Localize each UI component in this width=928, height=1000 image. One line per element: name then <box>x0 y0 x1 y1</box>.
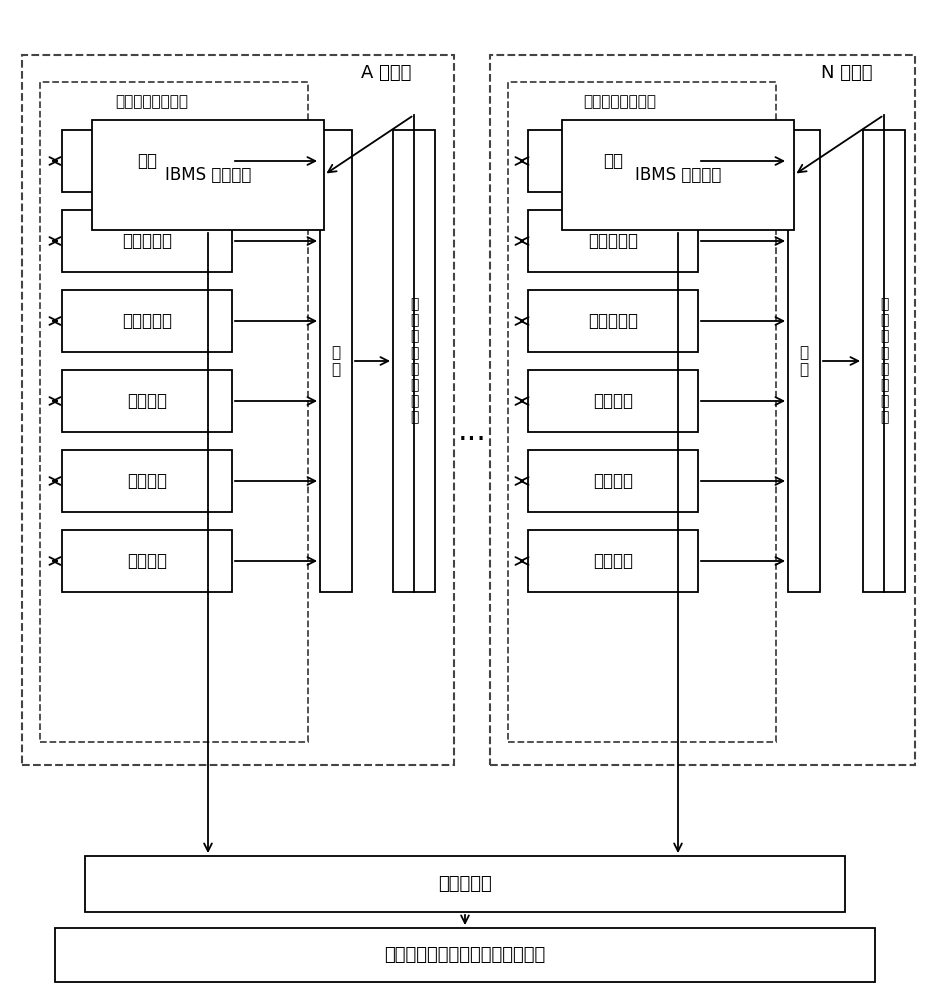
Bar <box>393 130 434 592</box>
Text: 建筑物内数据采集: 建筑物内数据采集 <box>115 95 187 109</box>
Bar <box>92 120 324 230</box>
Text: IBMS 管理平台: IBMS 管理平台 <box>634 166 720 184</box>
Bar <box>489 55 914 765</box>
Text: IBMS 管理平台: IBMS 管理平台 <box>164 166 251 184</box>
Text: 空调: 空调 <box>136 152 157 170</box>
Bar <box>527 130 697 192</box>
Text: 集团或总部能根据权限调用或查看: 集团或总部能根据权限调用或查看 <box>384 946 545 964</box>
Bar <box>508 82 775 742</box>
Bar <box>527 450 697 512</box>
Text: 建筑物内数据采集: 建筑物内数据采集 <box>583 95 655 109</box>
Text: A 地项目: A 地项目 <box>360 64 411 82</box>
Bar <box>527 370 697 432</box>
Text: 空调: 空调 <box>602 152 623 170</box>
Text: N 地项目: N 地项目 <box>820 64 871 82</box>
Text: 供配电设备: 供配电设备 <box>587 312 638 330</box>
Bar <box>527 290 697 352</box>
Bar <box>62 530 232 592</box>
Text: 开
放
式
关
系
数
据
库: 开 放 式 关 系 数 据 库 <box>409 297 418 425</box>
Text: 消防设备: 消防设备 <box>127 472 167 490</box>
Bar <box>527 530 697 592</box>
Bar <box>62 130 232 192</box>
Bar <box>84 856 844 912</box>
Bar <box>62 210 232 272</box>
Bar <box>787 130 819 592</box>
Bar <box>62 290 232 352</box>
Text: ···: ··· <box>458 426 486 454</box>
Bar <box>62 370 232 432</box>
Bar <box>527 210 697 272</box>
Text: 保安设备: 保安设备 <box>592 552 632 570</box>
Text: 给排水设备: 给排水设备 <box>587 232 638 250</box>
Text: 接
口: 接 口 <box>331 345 341 377</box>
Text: 给排水设备: 给排水设备 <box>122 232 172 250</box>
Bar <box>55 928 874 982</box>
Bar <box>561 120 793 230</box>
Bar <box>862 130 904 592</box>
Text: 云端服务器: 云端服务器 <box>438 875 491 893</box>
Text: 开
放
式
关
系
数
据
库: 开 放 式 关 系 数 据 库 <box>879 297 887 425</box>
Text: 消防设备: 消防设备 <box>592 472 632 490</box>
Text: 通风设备: 通风设备 <box>592 392 632 410</box>
Bar <box>319 130 352 592</box>
Text: 通风设备: 通风设备 <box>127 392 167 410</box>
Bar <box>40 82 308 742</box>
Text: 供配电设备: 供配电设备 <box>122 312 172 330</box>
Bar <box>62 450 232 512</box>
Bar <box>22 55 454 765</box>
Text: 接
口: 接 口 <box>799 345 807 377</box>
Text: 保安设备: 保安设备 <box>127 552 167 570</box>
